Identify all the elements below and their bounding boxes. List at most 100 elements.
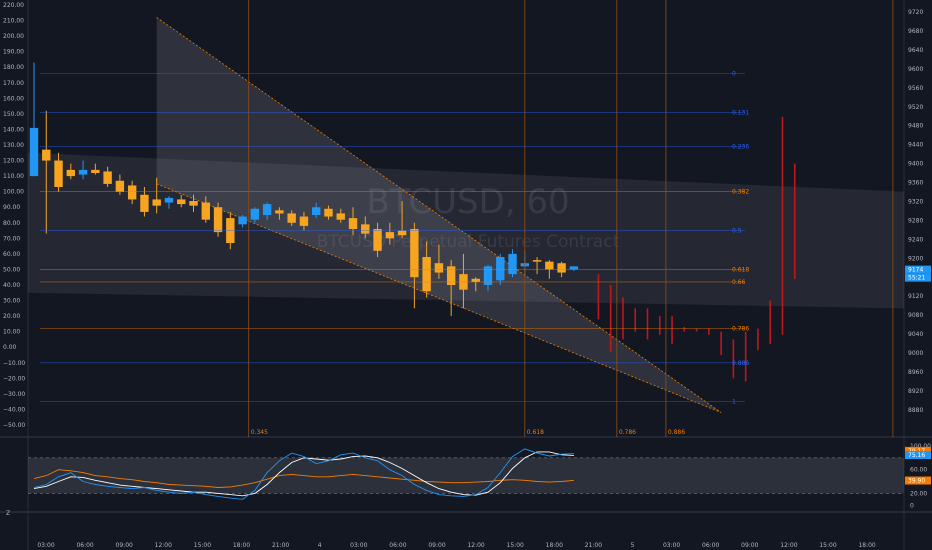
price-badge-bg: [905, 265, 931, 274]
candle-body: [66, 169, 76, 177]
left-axis-tick: 150.00: [3, 111, 24, 118]
left-axis-tick: 80.00: [3, 220, 20, 227]
right-axis-tick: 9320: [908, 199, 923, 206]
zoom-label: Z: [6, 510, 10, 517]
left-axis-tick: 50.00: [3, 266, 20, 273]
candle-body: [127, 185, 137, 200]
time-axis-tick: 18:00: [858, 542, 875, 549]
time-fib-label: 0.618: [527, 429, 544, 436]
candle-body: [189, 201, 198, 206]
left-axis-tick: −50.00: [3, 422, 25, 429]
candle-body: [140, 194, 149, 212]
left-axis-tick: 190.00: [3, 49, 24, 56]
left-axis-tick: 160.00: [3, 95, 24, 102]
triangle-edge-lower[interactable]: [156, 183, 722, 413]
left-axis-tick: 100.00: [3, 189, 24, 196]
fib-level-label: 0.131: [732, 109, 749, 116]
candle-body: [422, 257, 431, 292]
fib-level-label: 0.5: [732, 228, 742, 235]
left-axis-tick: −40.00: [3, 406, 25, 413]
price-badge-text: 55:21: [908, 275, 925, 282]
candle-body: [164, 197, 174, 203]
time-fib-label: 0.786: [619, 429, 636, 436]
left-axis-tick: 200.00: [3, 33, 24, 40]
right-axis-tick: 9080: [908, 312, 923, 319]
stoch-axis-tick: 60.00: [910, 467, 927, 474]
time-axis[interactable]: 03:00 06:00 09:00 12:00 15:00 18:00 21:00 4 03:0…: [6, 510, 876, 549]
time-axis-tick: 18:00: [546, 542, 563, 549]
triangle-edge-upper[interactable]: [156, 17, 722, 413]
left-axis-tick: 20.00: [3, 313, 20, 320]
candle-body: [508, 253, 517, 275]
left-axis-tick: 170.00: [3, 80, 24, 87]
time-axis-tick: 03:00: [37, 542, 54, 549]
time-axis-tick: 09:00: [116, 542, 133, 549]
candle-body: [545, 261, 554, 270]
candle-body: [397, 230, 407, 236]
price-badge-text: 9174: [908, 267, 923, 274]
right-axis-tick: 8880: [908, 407, 923, 414]
candle-body: [103, 171, 112, 184]
time-axis-tick: 06:00: [389, 542, 406, 549]
right-axis-tick: 9280: [908, 217, 923, 224]
candle-body: [410, 229, 419, 278]
fib-retracement[interactable]: 0 0.131 0.236 0.382 0.5 0.618 0.66 0.786 0.886 1: [40, 70, 749, 406]
stoch-axis-tick: 100.00: [910, 443, 931, 450]
left-axis-tick: 70.00: [3, 235, 20, 242]
stoch-axis-tick: 20.00: [910, 490, 927, 497]
left-axis-tick: 210.00: [3, 18, 24, 25]
left-axis-tick: −10.00: [3, 360, 25, 367]
fib-time-zones[interactable]: 0.345 0.618 0.786 0.886: [248, 0, 894, 437]
right-axis-tick: 9600: [908, 66, 923, 73]
right-axis-tick: 9200: [908, 255, 923, 262]
left-price-axis[interactable]: 220.00 210.00 200.00 190.00 180.00 170.00 160.…: [3, 2, 25, 429]
candles: [29, 62, 579, 317]
stoch-badge-text: 39.90: [908, 478, 925, 485]
candle-body: [446, 266, 456, 285]
candle-body: [312, 207, 321, 215]
stoch-d-line: [33, 451, 574, 497]
stoch-axis-tick: 0: [910, 502, 914, 509]
candle-body: [385, 232, 395, 239]
time-axis-tick: 06:00: [702, 542, 719, 549]
candle-body: [324, 208, 333, 217]
time-axis-tick: 15:00: [819, 542, 836, 549]
candle-body: [152, 199, 161, 206]
time-axis-tick: 4: [318, 542, 322, 549]
left-axis-tick: 120.00: [3, 158, 24, 165]
left-axis-tick: −30.00: [3, 391, 25, 398]
candle-body: [532, 260, 542, 262]
fib-level-label: 0.886: [732, 360, 749, 367]
fib-level-label: 0: [732, 70, 736, 77]
fib-level-label: 0.382: [732, 189, 749, 196]
left-axis-tick: 60.00: [3, 251, 20, 258]
fib-level-label: 0.618: [732, 266, 749, 273]
left-axis-tick: 180.00: [3, 64, 24, 71]
time-axis-tick: 06:00: [76, 542, 93, 549]
candle-body: [42, 149, 51, 161]
right-axis-tick: 9440: [908, 142, 923, 149]
candle-body: [238, 216, 247, 225]
left-axis-tick: 10.00: [3, 329, 20, 336]
time-axis-tick: 09:00: [428, 542, 445, 549]
right-axis-tick: 9400: [908, 161, 923, 168]
time-axis-tick: 12:00: [467, 542, 484, 549]
stochastic-pane[interactable]: 100.00 60.00 20.00 0: [28, 443, 931, 509]
candle-body: [434, 263, 444, 273]
candle-body: [91, 169, 100, 173]
right-axis-tick: 9480: [908, 123, 923, 130]
candle-body: [569, 266, 579, 270]
right-axis-tick: 9000: [908, 350, 923, 357]
candle-body: [29, 127, 39, 177]
right-axis-tick: 9120: [908, 293, 923, 300]
left-axis-tick: 140.00: [3, 126, 24, 133]
fib-level-label: 1: [732, 399, 736, 406]
candle-body: [213, 207, 223, 233]
time-axis-tick: 09:00: [741, 542, 758, 549]
left-axis-tick: 110.00: [3, 173, 24, 180]
time-axis-tick: 12:00: [155, 542, 172, 549]
time-axis-tick: 12:00: [780, 542, 797, 549]
candle-body: [201, 202, 210, 220]
